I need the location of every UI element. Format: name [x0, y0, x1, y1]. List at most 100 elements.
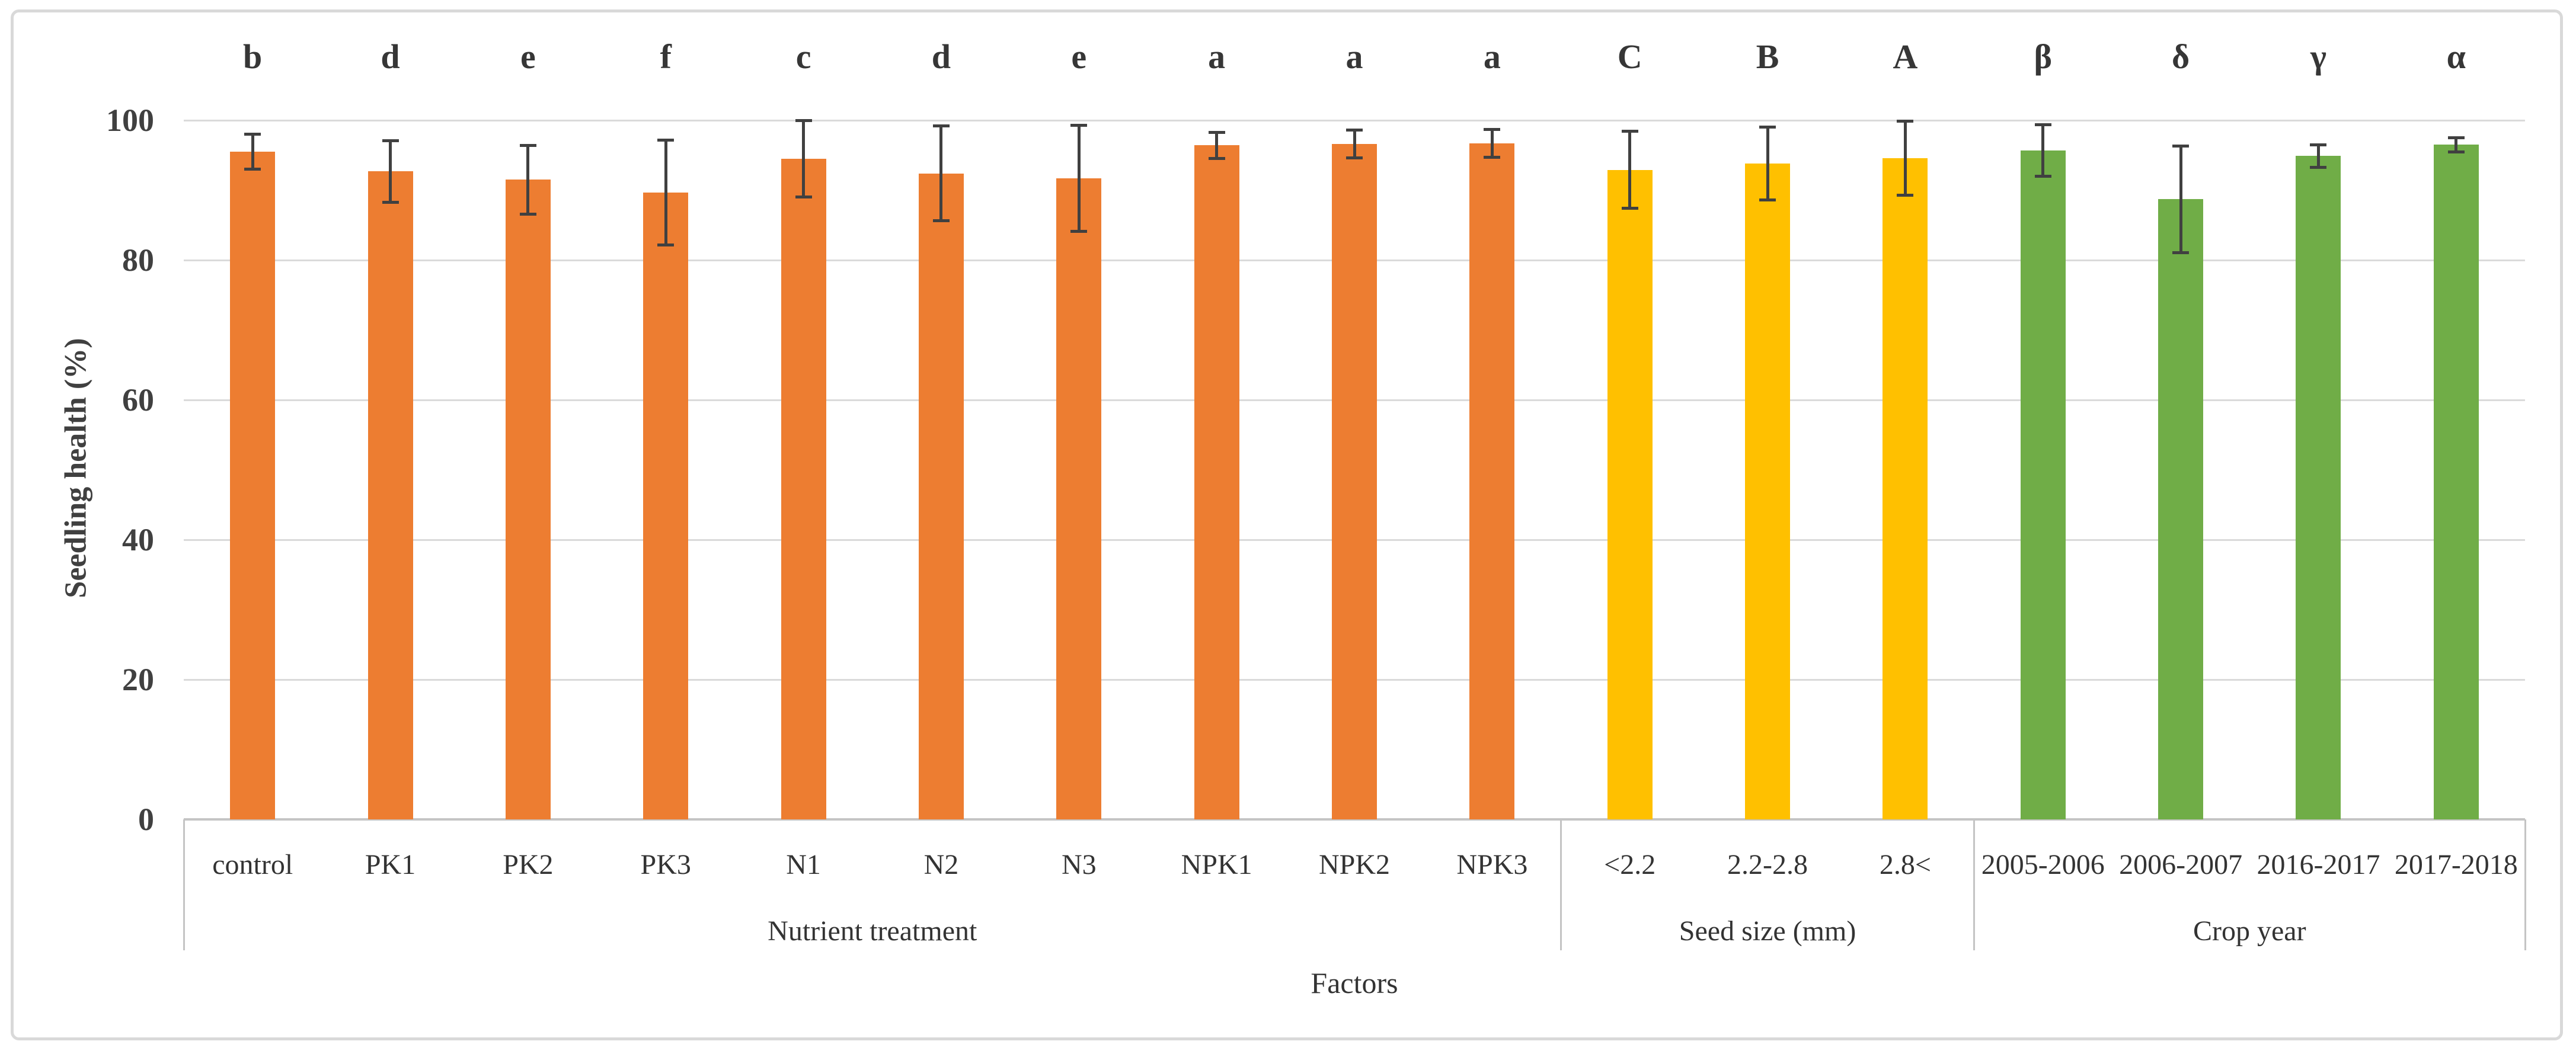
category-label: 2017-2018 — [2394, 849, 2518, 880]
error-bar-cap — [932, 219, 950, 223]
significance-letter: γ — [2310, 37, 2327, 76]
category-label: NPK3 — [1456, 849, 1528, 880]
category-label: NPK2 — [1318, 849, 1391, 880]
error-bar-cap — [1897, 193, 1914, 197]
error-bar-cap — [1759, 126, 1776, 129]
bar-PK2 — [505, 180, 551, 819]
bar-NPK1 — [1194, 145, 1239, 819]
error-bar-line — [1903, 121, 1907, 196]
error-bar-cap — [2310, 143, 2327, 146]
bar-N3 — [1056, 178, 1102, 819]
error-bar-line — [664, 140, 667, 245]
group-separator — [1560, 819, 1562, 950]
bar-2016-2017 — [2296, 156, 2341, 819]
error-bar-line — [1490, 129, 1494, 158]
error-bar-cap — [2172, 145, 2190, 148]
error-bar-line — [251, 134, 254, 169]
error-bar-line — [1077, 125, 1081, 232]
y-axis-title: Seedling health (%) — [59, 338, 93, 598]
category-label: control — [212, 849, 293, 880]
bar-N1 — [781, 158, 826, 819]
error-bar-line — [526, 145, 530, 214]
significance-letter: δ — [2172, 37, 2190, 76]
bar-2017-2018 — [2433, 145, 2479, 819]
error-bar-cap — [2447, 150, 2465, 153]
significance-letter: β — [2034, 37, 2053, 76]
category-label: PK3 — [640, 849, 691, 880]
y-tick-label: 20 — [122, 662, 154, 697]
bar-control — [230, 152, 276, 819]
category-label: 2.2-2.8 — [1727, 849, 1808, 880]
y-tick-label: 80 — [122, 242, 154, 278]
bar-2.2-2.8 — [1745, 164, 1791, 819]
error-bar-cap — [2447, 136, 2465, 139]
error-bar-line — [802, 120, 806, 197]
figure-border — [11, 9, 2563, 1040]
error-bar-cap — [1897, 119, 1914, 123]
group-separator — [183, 819, 185, 950]
error-bar-cap — [2310, 165, 2327, 169]
significance-letter: f — [660, 37, 672, 76]
significance-letter: a — [1483, 37, 1501, 76]
error-bar-cap — [519, 212, 536, 216]
error-bar-cap — [795, 196, 812, 199]
error-bar-cap — [1208, 157, 1225, 161]
error-bar-cap — [1484, 156, 1501, 159]
error-bar-cap — [932, 124, 950, 127]
category-label: <2.2 — [1604, 849, 1656, 880]
significance-letter: a — [1208, 37, 1226, 76]
x-axis-title: Factors — [1311, 966, 1398, 999]
group-label: Nutrient treatment — [768, 915, 977, 947]
bar-NPK3 — [1469, 143, 1515, 819]
significance-letter: B — [1756, 37, 1779, 76]
category-label: 2005-2006 — [1981, 849, 2105, 880]
category-label: 2016-2017 — [2257, 849, 2380, 880]
category-label: N1 — [786, 849, 821, 880]
error-bar-line — [939, 126, 943, 221]
y-tick-label: 100 — [106, 102, 154, 138]
bar-PK1 — [367, 171, 413, 819]
y-tick-label: 60 — [122, 382, 154, 418]
category-label: N2 — [923, 849, 959, 880]
error-bar-cap — [1759, 198, 1776, 202]
significance-letter: A — [1893, 37, 1918, 76]
error-bar-line — [2316, 145, 2320, 168]
gridline — [184, 119, 2525, 121]
bar-2.8< — [1883, 158, 1928, 819]
significance-letter: d — [931, 37, 951, 76]
bar-NPK2 — [1332, 144, 1377, 819]
significance-letter: b — [243, 37, 263, 76]
error-bar-line — [389, 140, 392, 203]
error-bar-cap — [657, 243, 675, 246]
category-label: NPK1 — [1181, 849, 1252, 880]
error-bar-cap — [382, 139, 399, 142]
category-label: PK2 — [503, 849, 554, 880]
bar-2005-2006 — [2020, 150, 2066, 819]
error-bar-cap — [795, 118, 812, 122]
error-bar-line — [1353, 130, 1356, 158]
error-bar-cap — [244, 168, 261, 171]
bar-PK3 — [643, 192, 689, 819]
significance-letter: e — [520, 37, 536, 76]
y-tick-label: 40 — [122, 522, 154, 558]
category-label: N3 — [1061, 849, 1097, 880]
group-separator — [1973, 819, 1976, 950]
bar-N2 — [918, 173, 964, 819]
significance-letter: α — [2446, 37, 2466, 76]
error-bar-cap — [1621, 130, 1638, 133]
category-label: 2006-2007 — [2119, 849, 2243, 880]
error-bar-cap — [2172, 251, 2190, 254]
error-bar-cap — [657, 138, 675, 142]
error-bar-cap — [1484, 127, 1501, 131]
error-bar-cap — [244, 133, 261, 136]
error-bar-cap — [1621, 207, 1638, 210]
group-label: Seed size (mm) — [1679, 915, 1856, 947]
error-bar-cap — [519, 143, 536, 147]
error-bar-line — [1766, 127, 1769, 200]
error-bar-cap — [382, 200, 399, 204]
category-label: 2.8< — [1879, 849, 1931, 880]
significance-letter: c — [795, 37, 811, 76]
y-tick-label: 0 — [138, 802, 154, 837]
error-bar-cap — [1208, 130, 1225, 134]
